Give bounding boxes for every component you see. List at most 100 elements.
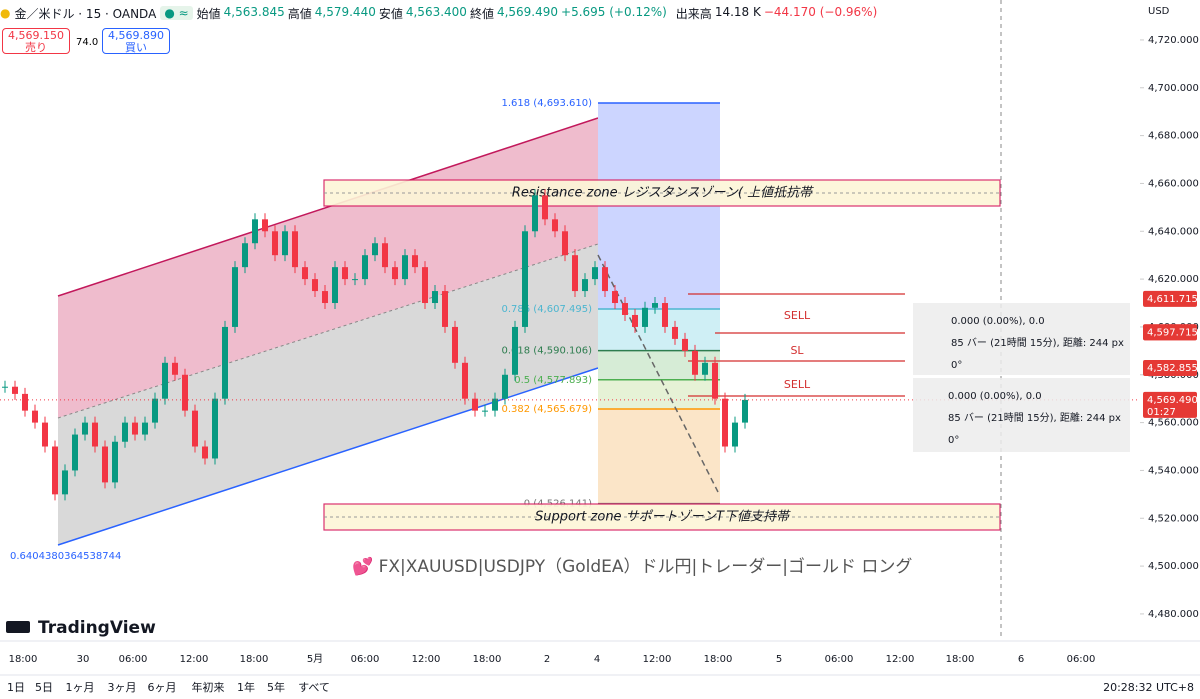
- candle: [482, 410, 488, 412]
- sell-label: 売り: [25, 41, 47, 54]
- candle: [552, 219, 558, 232]
- candle: [122, 422, 128, 442]
- ohlc-item: +5.695 (+0.12%): [561, 4, 667, 19]
- candle: [412, 255, 418, 268]
- price-badge: [1143, 290, 1197, 307]
- logo-icon: [6, 621, 30, 633]
- price-axis-bg: [1140, 0, 1200, 640]
- y-tick-label: 4,700.000: [1148, 83, 1199, 94]
- candle: [702, 362, 708, 375]
- candle: [112, 441, 118, 483]
- ohlc-item: 出来高: [675, 6, 712, 21]
- candle: [392, 267, 398, 280]
- range-button[interactable]: 5年: [267, 680, 285, 694]
- x-tick-label: 4: [594, 654, 600, 665]
- buy-label: 買い: [125, 41, 147, 54]
- range-button[interactable]: 年初来: [192, 680, 225, 694]
- ohlc-item: 始値: [196, 6, 221, 21]
- candle: [62, 470, 68, 495]
- sell-price: 4,569.150: [8, 29, 64, 42]
- candle: [92, 422, 98, 447]
- fib-label: 0.5 (4,577.893): [514, 375, 592, 386]
- zone-label: Support zone サポートゾーンT下値支持帯: [535, 509, 791, 525]
- candle: [632, 314, 638, 327]
- y-tick-label: 4,560.000: [1148, 418, 1199, 429]
- candle: [212, 398, 218, 459]
- candle: [72, 434, 78, 471]
- candle: [452, 326, 458, 363]
- candle: [742, 399, 748, 423]
- header: ● 金／米ドル · 15 · OANDA ● ≈ 始値 4,563.845 高値 4,…: [0, 3, 877, 23]
- fib-zone: [598, 379, 720, 410]
- fib-label: 1.618 (4,693.610): [501, 98, 592, 109]
- fib-label: 0.382 (4,565.679): [501, 404, 592, 415]
- channel-bottom: [58, 244, 598, 545]
- candle: [622, 303, 628, 315]
- candle: [572, 255, 578, 292]
- sell-button[interactable]: 4,569.150 売り: [2, 28, 70, 54]
- candle: [52, 446, 58, 495]
- candle: [402, 255, 408, 280]
- buy-button[interactable]: 4,569.890 買い: [102, 28, 170, 54]
- x-tick-label: 12:00: [412, 654, 441, 665]
- candle: [472, 398, 478, 411]
- price-badge-label: 4,597.715: [1147, 327, 1198, 338]
- candle: [82, 422, 88, 435]
- range-button[interactable]: 1日: [7, 681, 25, 694]
- candle: [662, 303, 668, 327]
- candle: [732, 422, 738, 447]
- range-button[interactable]: すべて: [298, 681, 330, 694]
- candle: [492, 398, 498, 411]
- ohlc-item: −44.170 (−0.96%): [763, 4, 878, 19]
- y-tick-label: 4,540.000: [1148, 465, 1199, 476]
- candle: [542, 195, 548, 220]
- candle: [332, 267, 338, 304]
- fib-zone: [598, 409, 720, 504]
- price-badge: [1143, 359, 1197, 376]
- x-tick-label: 06:00: [825, 654, 854, 665]
- range-button[interactable]: 1年: [237, 680, 255, 694]
- candle: [352, 279, 358, 281]
- y-tick-label: 4,620.000: [1148, 274, 1199, 285]
- range-button[interactable]: 3ヶ月: [108, 681, 137, 694]
- y-tick-label: 4,480.000: [1148, 609, 1199, 620]
- candle: [512, 326, 518, 375]
- ohlc-item: 4,569.490: [496, 4, 559, 19]
- ohlc-item: 高値: [287, 6, 312, 21]
- candle: [652, 303, 658, 308]
- candle: [562, 231, 568, 256]
- candle: [22, 393, 28, 411]
- candle: [242, 243, 248, 268]
- range-button[interactable]: 5日: [35, 681, 53, 694]
- symbol[interactable]: 金／米ドル · 15 · OANDA: [14, 6, 157, 21]
- range-button[interactable]: 1ヶ月: [66, 681, 95, 694]
- candle: [142, 422, 148, 435]
- icon: ●: [0, 6, 11, 20]
- ohlc-item: 4,579.440: [314, 4, 376, 19]
- candle: [42, 422, 48, 447]
- candle: [462, 362, 468, 399]
- info-box: [913, 303, 1130, 375]
- y-tick-label: 4,500.000: [1148, 561, 1199, 572]
- candle: [592, 267, 598, 280]
- x-tick-label: 5: [776, 654, 782, 665]
- candle: [372, 243, 378, 256]
- buy-price: 4,569.890: [108, 29, 164, 42]
- candle: [162, 362, 168, 399]
- x-tick-label: 18:00: [473, 654, 502, 665]
- info-box: [913, 378, 1130, 452]
- ohlc-item: 4,563.845: [223, 4, 285, 19]
- price-badge-label: 4,569.490: [1147, 395, 1198, 406]
- watermark: 💕 FX|XAUUSD|USDJPY（GoldEA）ドル円|トレーダー|ゴールド…: [352, 556, 912, 577]
- candle: [442, 291, 448, 327]
- price-badge-label: 4,611.715: [1147, 294, 1198, 305]
- candle: [612, 291, 618, 304]
- candle: [602, 267, 608, 292]
- y-tick-label: 4,720.000: [1148, 35, 1199, 46]
- ohlc-item: 4,563.400: [405, 4, 467, 19]
- candle: [232, 267, 238, 327]
- ohlc-item: 安値: [378, 6, 403, 21]
- candle: [2, 386, 8, 388]
- range-button[interactable]: 6ヶ月: [148, 681, 177, 694]
- price-badge: [1143, 391, 1197, 418]
